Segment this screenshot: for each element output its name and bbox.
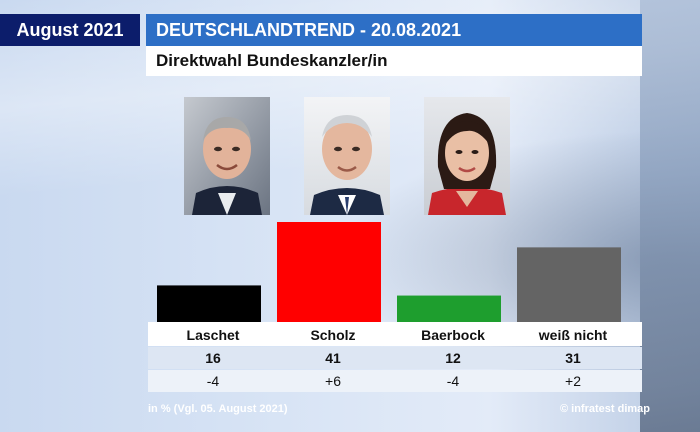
bar-scholz xyxy=(277,222,381,326)
bar-weiss-nicht xyxy=(517,247,621,326)
category-label-laschet: Laschet xyxy=(186,327,240,343)
category-label-scholz: Scholz xyxy=(310,327,356,343)
portrait-scholz xyxy=(304,97,390,215)
page-title: DEUTSCHLANDTREND - 20.08.2021 xyxy=(146,14,642,46)
bar-baerbock xyxy=(397,295,501,326)
portrait-baerbock xyxy=(424,97,510,215)
change-row: -4 +6 -4 +2 xyxy=(148,370,642,392)
value-row: 16 41 12 31 xyxy=(148,347,642,369)
value-label-scholz: 41 xyxy=(325,350,341,366)
category-label-baerbock: Baerbock xyxy=(421,327,485,343)
value-label-weiss-nicht: 31 xyxy=(565,350,581,366)
change-label-laschet: -4 xyxy=(206,373,220,389)
category-label-weiss-nicht: weiß nicht xyxy=(538,327,608,343)
portrait-laschet xyxy=(184,97,270,215)
footer-note: in % (Vgl. 05. August 2021) xyxy=(148,403,288,415)
change-label-weiss-nicht: +2 xyxy=(565,373,581,389)
change-label-baerbock: -4 xyxy=(446,373,460,389)
value-label-laschet: 16 xyxy=(205,350,221,366)
date-label: August 2021 xyxy=(0,14,140,46)
change-label-scholz: +6 xyxy=(325,373,341,389)
bar-laschet xyxy=(157,285,261,326)
footer-source: © infratest dimap xyxy=(560,403,651,415)
background-scene xyxy=(640,0,700,432)
category-row: Laschet Scholz Baerbock weiß nicht xyxy=(148,322,642,346)
chart-subtitle: Direktwahl Bundeskanzler/in xyxy=(146,46,642,76)
value-label-baerbock: 12 xyxy=(445,350,461,366)
